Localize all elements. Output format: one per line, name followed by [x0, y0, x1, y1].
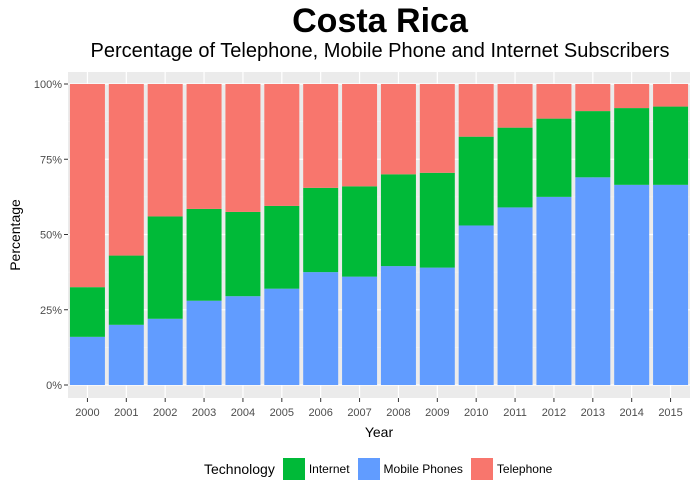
bar-mobile-phones-2003	[186, 300, 222, 385]
bar-telephone-2010	[458, 84, 494, 137]
bar-internet-2008	[380, 174, 416, 267]
y-tick-label: 100%	[34, 79, 62, 91]
bar-internet-2013	[575, 111, 611, 178]
y-tick-label: 25%	[40, 305, 62, 317]
bar-mobile-phones-2009	[419, 267, 455, 385]
y-axis-title: Percentage	[7, 199, 23, 271]
bar-telephone-2014	[614, 84, 650, 109]
bar-internet-2007	[342, 186, 378, 277]
bar-mobile-phones-2010	[458, 225, 494, 385]
x-tick-label: 2012	[542, 407, 566, 419]
bar-mobile-phones-2005	[264, 288, 300, 385]
x-tick-label: 2009	[425, 407, 449, 419]
legend-label-mobile-phones: Mobile Phones	[383, 462, 463, 476]
x-tick-label: 2006	[308, 407, 332, 419]
y-tick-label: 75%	[40, 154, 62, 166]
x-tick-label: 2013	[581, 407, 605, 419]
x-tick-label: 2010	[464, 407, 488, 419]
bar-telephone-2011	[497, 84, 533, 128]
bar-telephone-2003	[186, 84, 222, 209]
bar-telephone-2004	[225, 84, 261, 212]
x-tick-label: 2011	[503, 407, 527, 419]
x-tick-label: 2000	[75, 407, 99, 419]
bar-mobile-phones-2011	[497, 207, 533, 385]
x-tick-label: 2014	[619, 407, 643, 419]
bar-mobile-phones-2012	[536, 196, 572, 385]
x-tick-label: 2002	[153, 407, 177, 419]
bar-internet-2005	[264, 205, 300, 289]
x-tick-label: 2007	[347, 407, 371, 419]
chart-subtitle: Percentage of Telephone, Mobile Phone an…	[90, 40, 670, 62]
bar-mobile-phones-2000	[69, 336, 105, 385]
x-tick-label: 2008	[386, 407, 410, 419]
legend-item-telephone: Telephone	[470, 458, 553, 480]
legend-label-telephone: Telephone	[496, 462, 553, 476]
legend-swatch-telephone	[470, 458, 493, 480]
x-tick-label: 2015	[658, 407, 682, 419]
bar-internet-2010	[458, 136, 494, 226]
bar-mobile-phones-2013	[575, 177, 611, 385]
x-axis-title: Year	[365, 424, 394, 440]
bar-telephone-2001	[108, 84, 144, 256]
bar-telephone-2015	[653, 84, 689, 107]
legend-item-internet: Internet	[282, 458, 350, 480]
x-tick-label: 2001	[114, 407, 138, 419]
bar-telephone-2009	[419, 84, 455, 173]
bar-telephone-2008	[380, 84, 416, 175]
bar-internet-2015	[653, 106, 689, 185]
bar-mobile-phones-2008	[380, 266, 416, 385]
legend-label-internet: Internet	[308, 462, 350, 476]
legend-item-mobile-phones: Mobile Phones	[357, 458, 463, 480]
bar-mobile-phones-2014	[614, 184, 650, 385]
bar-mobile-phones-2002	[147, 318, 183, 385]
legend-title: Technology	[204, 461, 275, 477]
y-tick-label: 50%	[40, 230, 62, 242]
bar-telephone-2007	[342, 84, 378, 187]
x-tick-label: 2003	[192, 407, 216, 419]
bar-internet-2011	[497, 127, 533, 208]
bar-internet-2000	[69, 287, 105, 337]
chart-title: Costa Rica	[292, 2, 468, 40]
legend-swatch-mobile-phones	[357, 458, 380, 480]
bar-mobile-phones-2007	[342, 276, 378, 385]
x-tick-label: 2004	[231, 407, 255, 419]
legend: Technology Internet Mobile Phones Teleph…	[204, 458, 560, 480]
bar-telephone-2005	[264, 84, 300, 206]
bar-mobile-phones-2006	[303, 272, 339, 385]
bar-telephone-2013	[575, 84, 611, 112]
bar-telephone-2006	[303, 84, 339, 188]
x-tick-label: 2005	[270, 407, 294, 419]
bar-mobile-phones-2015	[653, 184, 689, 385]
bar-internet-2009	[419, 172, 455, 268]
bar-internet-2012	[536, 118, 572, 197]
legend-swatch-internet	[282, 458, 305, 480]
bar-internet-2003	[186, 208, 222, 301]
bar-telephone-2012	[536, 84, 572, 119]
bar-mobile-phones-2001	[108, 324, 144, 385]
bar-internet-2014	[614, 108, 650, 185]
bar-telephone-2000	[69, 84, 105, 288]
bar-internet-2004	[225, 211, 261, 297]
bar-internet-2002	[147, 216, 183, 319]
bar-internet-2006	[303, 187, 339, 273]
stacked-bar-chart: 0% 25% 50% 75% 100% 2000 2001 2002 2003 2004 2005 2…	[7, 72, 690, 440]
bar-internet-2001	[108, 255, 144, 325]
bar-mobile-phones-2004	[225, 296, 261, 385]
bar-telephone-2002	[147, 84, 183, 217]
y-tick-label: 0%	[46, 380, 62, 392]
